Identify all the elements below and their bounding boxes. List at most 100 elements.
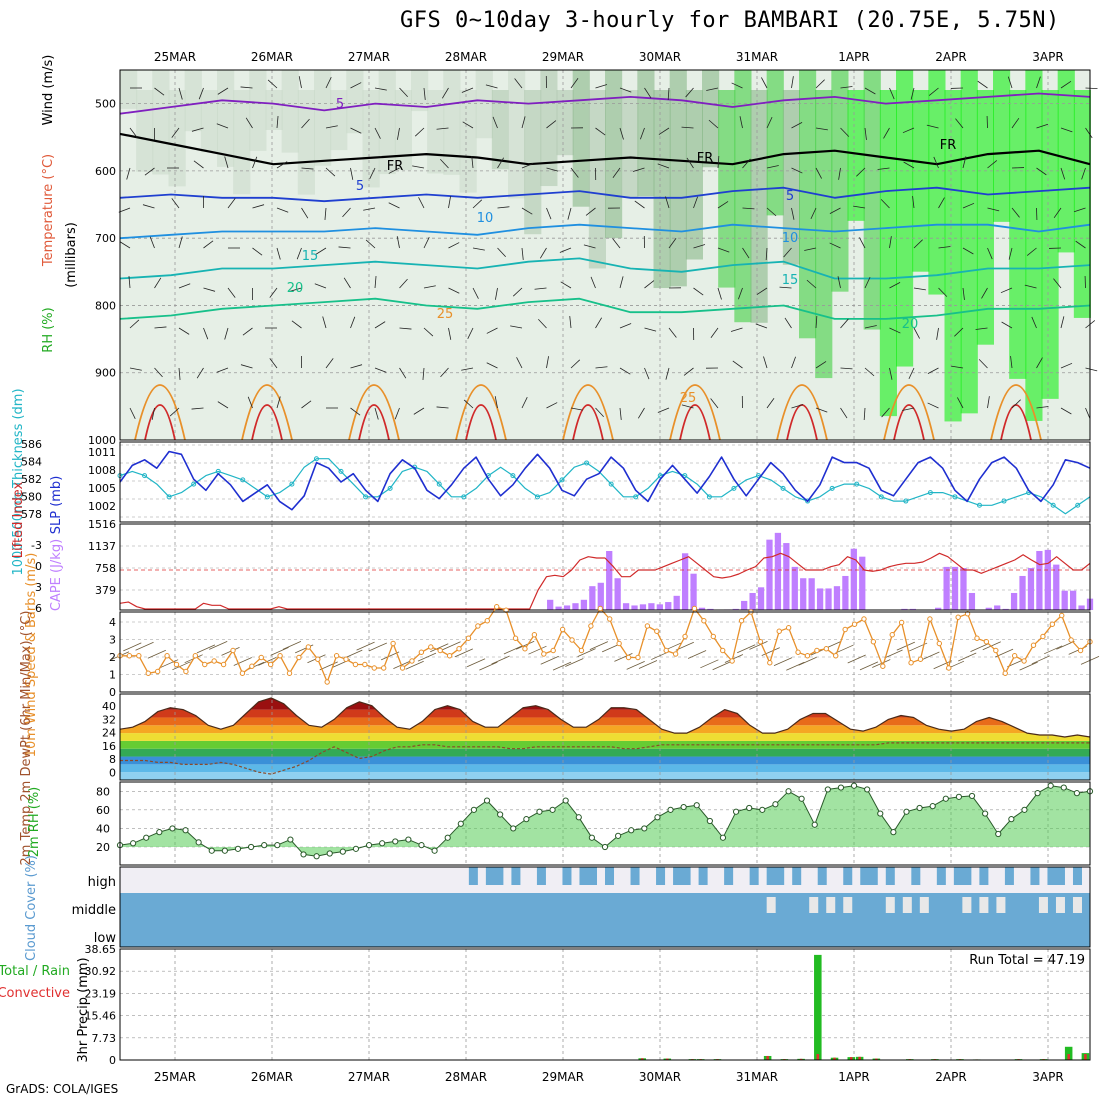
cloud-middle-cell [392,893,402,920]
cloud-middle-cell [383,893,393,920]
wind-barb [815,361,827,369]
wind-barb [681,126,694,129]
pressure-tick: 600 [95,165,116,178]
cape-bar [825,588,832,610]
rh-tick: 60 [96,804,110,817]
isotherm-contour [1000,404,1032,441]
wind-barb [987,247,993,260]
surface-wind-barb [896,641,915,651]
contour-label: 15 [782,273,799,288]
rh-shade-column [976,90,994,345]
wind-barb [570,407,583,411]
wind-barb [634,200,645,209]
wind-barb [374,87,387,91]
wind-barb [289,287,302,292]
cloud-middle-cell [502,893,512,920]
rh-point [195,839,202,846]
rh-point [536,808,543,815]
surface-wind-barb [159,659,179,669]
wind-barb [461,367,474,371]
rh-point [208,847,215,854]
wind-barb [521,163,534,169]
cloud-middle-cell [732,893,742,920]
wind-barb [742,247,750,259]
date-label-top: 3APR [1032,50,1063,64]
date-label-top: 26MAR [251,50,293,64]
surface-wind-barb [614,653,633,662]
wind-barb [889,87,895,100]
isotherm-contour [786,404,818,441]
wind-barb [686,157,694,169]
contour-label: 5 [786,189,794,204]
wind-barb [908,367,915,380]
wind-barb [913,287,926,291]
wind-barb [374,276,377,289]
surface-wind-barb [196,644,216,654]
temperature-tick: 32 [102,713,116,726]
cloud-middle-cell [222,893,232,920]
wind-barb [227,198,236,209]
isotherm-contour [990,384,1042,441]
cloud-low-cell [239,920,249,947]
rh-shade-column [588,90,606,269]
rh-shade-column [863,70,881,330]
cloud-high-cell [587,867,597,885]
cloud-low-cell [639,920,649,947]
wind-barb [510,325,523,329]
wind-barb [791,76,794,89]
wind-barb [926,124,939,129]
wind-speed-point [720,647,726,654]
wind-barb [665,196,670,209]
contour-label: 20 [287,281,304,296]
wind-barb [538,318,547,329]
cape-bar [639,604,647,610]
wind-barb [936,327,939,340]
rh-point [615,832,622,839]
cape-bar [1053,564,1060,610]
wind-speed-point [550,647,556,654]
rh-point [942,795,949,802]
wind-barb [710,327,719,338]
rh-shade-column [815,90,833,379]
rh-shade-column [475,70,493,139]
thickness-point [534,494,540,500]
cloud-low-cell [1013,920,1023,947]
rh-point [562,797,569,804]
cloud-middle-cell [894,893,904,920]
wind-barb [570,359,581,369]
contour-label: FR [940,138,957,153]
wind-barb [1024,284,1037,289]
cloud-high-cell [468,867,478,885]
cloud-middle-cell [349,893,359,920]
surface-wind-barb [123,642,142,652]
wind-barb [471,156,474,169]
cloud-high-cell [724,867,734,885]
wind-speed-point [889,632,895,638]
wind-speed-point [559,626,566,633]
date-label-bottom: 31MAR [736,1070,778,1084]
cloud-low-cell [502,920,512,947]
wind-speed-point [1002,670,1008,676]
wind-barb [1060,316,1065,329]
date-label-top: 31MAR [736,50,778,64]
wind-barb [779,286,792,289]
cloud-middle-cell [324,893,334,920]
wind-barb [448,242,460,249]
cape-bar [901,608,908,610]
cloud-middle-cell [519,893,529,920]
rh-shade-column [1073,90,1091,318]
cloud-low-cell [987,920,997,947]
cloud-high-cell [962,867,972,885]
surface-wind-barb [430,643,449,653]
wind-barb [448,327,452,340]
wind-barb [619,407,622,420]
wind-speed-point [343,656,349,662]
cloud-middle-cell [630,893,640,920]
wind-barb [840,367,853,370]
wind-barb [227,287,236,298]
thickness-point [338,468,344,474]
cloud-low-cell [494,920,504,947]
wind-barb [619,367,631,375]
wind-barb [619,276,624,289]
date-label-top: 29MAR [542,50,584,64]
